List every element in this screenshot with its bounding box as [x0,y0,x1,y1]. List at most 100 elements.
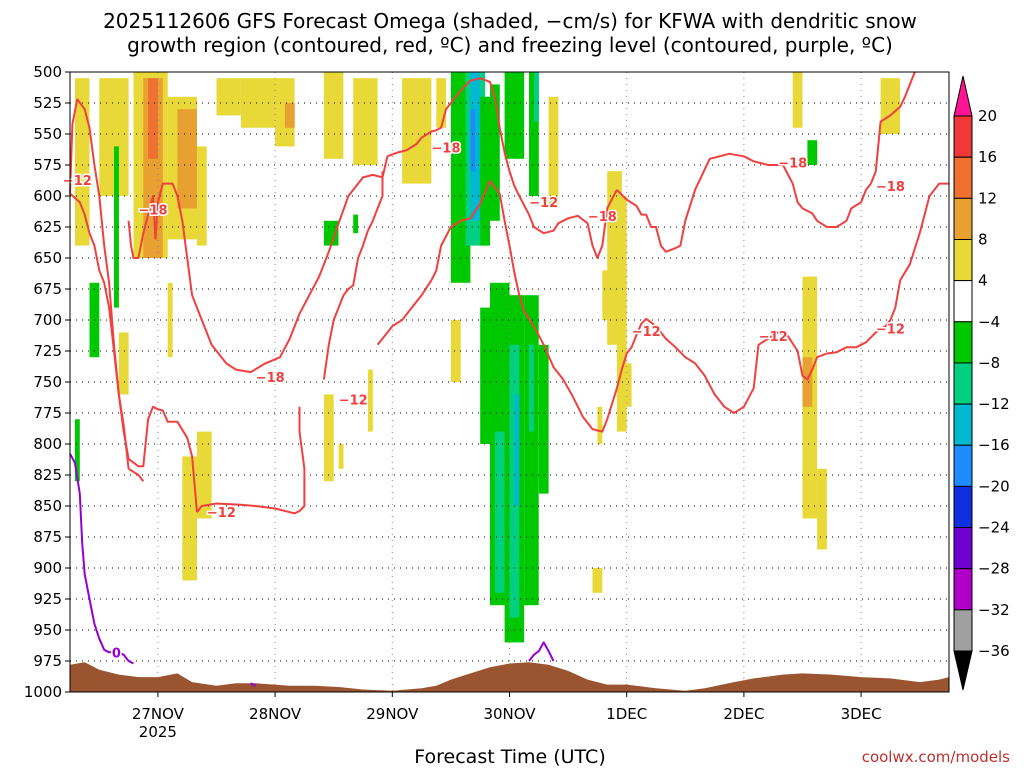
omega-shade-cell [353,214,359,234]
omega-shade-cell [114,146,119,308]
dendritic-growth-contour [376,180,949,433]
omega-shade-cell [548,96,559,209]
terrain-surface [70,662,949,692]
colorbar-segment [953,403,973,446]
omega-shade-cell [807,140,818,165]
colorbar-segment [953,444,973,487]
freezing-level-contour [250,682,257,687]
freezing-level-contour [528,641,555,662]
x-tick-label: 30NOV [483,705,536,723]
colorbar-label: 20 [978,107,997,125]
colorbar-label: 12 [978,189,997,207]
omega-shade-cell [323,394,334,482]
omega-shading [74,72,901,643]
dendritic-growth-contour [322,171,384,380]
omega-shade-cell [480,307,490,444]
omega-shade-cell [197,146,207,246]
colorbar-label: −20 [978,477,1010,495]
colorbar-segment [953,115,973,158]
contour-label: −12 [63,174,92,189]
contour-label: −12 [759,330,788,345]
omega-shade-cell [880,78,901,134]
chart-title-line-1: 2025112606 GFS Forecast Omega (shaded, −… [103,9,917,33]
omega-shade-cell [197,431,212,519]
omega-shade-cell [450,72,471,283]
y-tick-label: 875 [33,528,62,546]
x-tick-label: 29NOV [366,705,419,723]
contour-label: −18 [778,157,807,172]
gridlines [70,72,949,692]
colorbar-segment [953,485,973,529]
contour-label: −18 [432,142,461,157]
contour-label: −18 [876,180,905,195]
terrain-fill [70,662,949,692]
contour-label: −12 [876,323,905,338]
contours [69,71,949,687]
omega-shade-cell [494,431,505,593]
x-tick-label: 28NOV [249,705,302,723]
colorbar-label: 4 [978,272,988,290]
omega-shade-cell [402,78,432,184]
y-tick-label: 550 [33,125,62,143]
omega-shade-cell [533,72,539,122]
colorbar-arrow-top [953,75,973,117]
omega-shade-cell [524,295,539,606]
contour-label: −12 [632,325,661,340]
y-tick-label: 525 [33,94,62,112]
omega-shade-cell [74,78,90,246]
omega-shade-cell [792,72,803,128]
x-tick-label: 1DEC [606,705,647,723]
colorbar-segment [953,280,973,323]
omega-shade-cell [529,72,539,196]
dendritic-growth-contour [127,195,157,259]
omega-shade-cell [529,344,534,432]
omega-shade-cell [177,109,197,209]
y-tick-label: 575 [33,156,62,174]
y-tick-label: 825 [33,466,62,484]
omega-shade-cell [284,103,295,128]
colorbar-segment [953,609,973,652]
y-tick-label: 900 [33,559,62,577]
colorbar-segment [953,197,973,241]
contour-label: −18 [256,371,285,386]
omega-shade-cell [602,270,613,320]
omega-shade-cell [490,84,500,221]
omega-shade-cell [216,78,241,116]
omega-shade-cell [353,78,378,165]
omega-shade-cell [538,344,549,494]
colorbar-segment [953,568,973,611]
dendritic-growth-contour [196,406,306,515]
dendritic-growth-contour [128,467,145,482]
y-tick-label: 850 [33,497,62,515]
omega-shade-cell [275,78,295,147]
omega-shade-cell [118,332,129,395]
y-tick-label: 600 [33,187,62,205]
omega-shade-cell [338,444,344,469]
omega-shade-cell [592,568,603,593]
y-tick-label: 1000 [24,683,62,701]
omega-shade-cell [480,96,490,246]
omega-shade-cell [182,456,197,581]
dendritic-growth-contour [387,77,618,259]
y-tick-label: 975 [33,652,62,670]
omega-shade-cell [802,357,813,407]
omega-shade-cell [450,320,461,382]
colorbar-label: −4 [978,313,1000,331]
contour-label: 0 [112,646,121,661]
omega-shade-cell [74,419,80,482]
contour-label: −12 [529,196,558,211]
y-tick-label: 925 [33,590,62,608]
omega-shade-cell [240,78,276,128]
colorbar-label: −28 [978,560,1010,578]
colorbar-arrow-bottom [953,650,973,691]
omega-shade-cell [817,468,827,550]
colorbar-segment [953,156,973,199]
colorbar-label: −8 [978,354,1000,372]
omega-shade-cell [323,72,344,159]
dendritic-growth-contour [154,156,389,374]
colorbar-label: 16 [978,148,997,166]
y-tick-label: 625 [33,218,62,236]
omega-shade-cell [597,406,603,444]
